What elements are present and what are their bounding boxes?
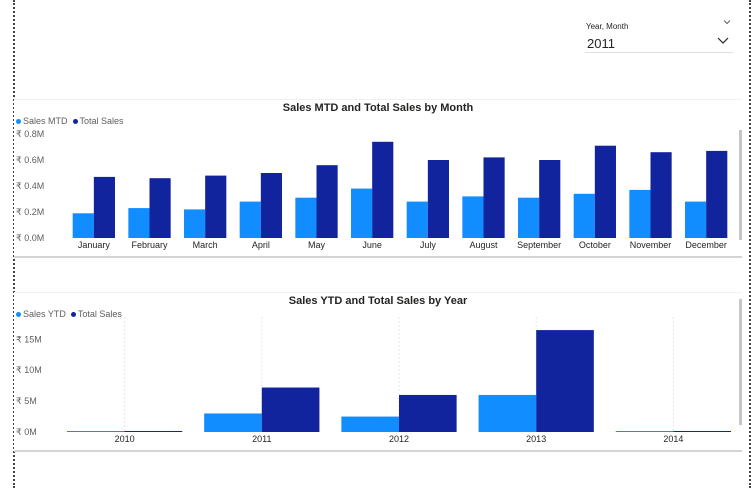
bar-total-august [483, 157, 505, 238]
bar-sales-august [462, 196, 484, 238]
legend-dot [72, 118, 78, 124]
x-tick-label: March [193, 240, 218, 250]
x-tick-label: July [420, 240, 437, 250]
bar-total-january [93, 176, 115, 238]
y-tick-label: ₹ 0.6M [16, 155, 44, 165]
legend-label: Total Sales [77, 309, 122, 319]
y-tick-label: ₹ 0.8M [16, 129, 44, 139]
x-tick-label: November [630, 240, 672, 250]
bar-sales-may [295, 197, 317, 238]
x-tick-label: 2014 [663, 434, 683, 444]
bar-total-2013 [536, 330, 594, 432]
y-tick-label: ₹ 0M [16, 427, 37, 437]
chart-legend: Sales YTD Total Sales [16, 309, 122, 319]
bar-sales-2013 [478, 394, 537, 432]
bar-sales-march [184, 209, 206, 238]
x-tick-label: 2012 [389, 434, 409, 444]
bar-total-october [594, 145, 616, 238]
x-tick-label: December [685, 240, 727, 250]
legend-label: Sales MTD [23, 116, 68, 126]
y-tick-label: ₹ 0.2M [16, 207, 44, 217]
bar-sales-february [128, 208, 150, 238]
x-tick-label: 2010 [115, 434, 135, 444]
legend-label: Sales YTD [23, 309, 66, 319]
bar-total-february [149, 178, 171, 238]
bar-sales-december [685, 201, 707, 238]
bar-sales-2010 [66, 431, 125, 432]
x-tick-label: May [308, 240, 326, 250]
legend-dot [16, 118, 21, 124]
bar-total-2012 [399, 394, 457, 432]
bar-sales-july [406, 201, 428, 238]
slicer-dropdown[interactable]: 2011 [585, 32, 733, 53]
chart-title: Sales MTD and Total Sales by Month [282, 102, 474, 114]
bar-total-april [260, 173, 282, 238]
bar-sales-january [72, 213, 94, 238]
chart-plot-area: ₹ 0.0M ₹ 0.2M ₹ 0.4M ₹ 0.6M ₹ 0.8M January Feb… [16, 129, 728, 250]
x-tick-label: April [252, 240, 270, 250]
bar-total-december [706, 150, 728, 238]
bar-total-2014 [673, 431, 732, 432]
bar-total-september [539, 160, 561, 238]
y-tick-label: ₹ 0.4M [16, 181, 44, 191]
legend-item-total-sales[interactable]: Total Sales [72, 116, 124, 126]
bar-sales-2014 [615, 431, 674, 432]
x-tick-label: January [78, 240, 111, 250]
chart-title: Sales YTD and Total Sales by Year [288, 295, 468, 307]
chevron-down-icon[interactable] [717, 36, 729, 46]
bar-sales-april [239, 201, 261, 238]
legend-item-sales-ytd[interactable]: Sales YTD [16, 309, 66, 319]
bar-total-march [205, 175, 227, 238]
bar-sales-november [629, 189, 651, 238]
legend-dot [16, 311, 21, 317]
y-tick-label: ₹ 15M [16, 334, 42, 344]
slicer-value: 2011 [587, 36, 615, 51]
x-tick-label: February [131, 240, 168, 250]
scrollbar[interactable] [739, 130, 742, 240]
bar-sales-june [351, 188, 373, 238]
sales-mtd-chart[interactable]: Sales MTD and Total Sales by Month Sales… [14, 99, 742, 258]
sales-ytd-chart[interactable]: Sales YTD and Total Sales by Year Sales … [14, 292, 742, 452]
y-tick-label: ₹ 5M [16, 396, 37, 406]
x-tick-label: 2013 [526, 434, 546, 444]
x-tick-label: August [469, 240, 498, 250]
slicer-label: Year, Month [586, 22, 629, 31]
x-tick-label: September [517, 240, 561, 250]
legend-dot [70, 311, 76, 317]
legend-item-sales-mtd[interactable]: Sales MTD [16, 116, 68, 126]
y-tick-label: ₹ 10M [16, 365, 42, 375]
bar-sales-september [518, 197, 540, 238]
bar-total-may [316, 165, 338, 238]
bar-total-june [372, 141, 394, 238]
bar-sales-october [573, 193, 595, 238]
chevron-down-icon[interactable] [723, 18, 731, 26]
y-tick-label: ₹ 0.0M [16, 233, 44, 243]
legend-label: Total Sales [79, 116, 124, 126]
year-month-slicer[interactable]: Year, Month 2011 [585, 18, 735, 54]
bar-total-november [650, 152, 672, 238]
bar-total-2010 [124, 431, 183, 432]
chart-plot-area: ₹ 0M ₹ 5M ₹ 10M ₹ 15M 2010 2011 2012 2013 2014 [16, 317, 732, 444]
chart-legend: Sales MTD Total Sales [16, 116, 124, 126]
x-tick-label: June [362, 240, 382, 250]
x-tick-label: 2011 [252, 434, 271, 444]
legend-item-total-sales[interactable]: Total Sales [70, 309, 122, 319]
bar-sales-2012 [341, 416, 399, 432]
scrollbar[interactable] [739, 299, 742, 425]
bar-sales-2011 [204, 413, 262, 432]
bar-total-july [427, 160, 449, 238]
bar-total-2011 [261, 387, 320, 432]
x-tick-label: October [579, 240, 611, 250]
